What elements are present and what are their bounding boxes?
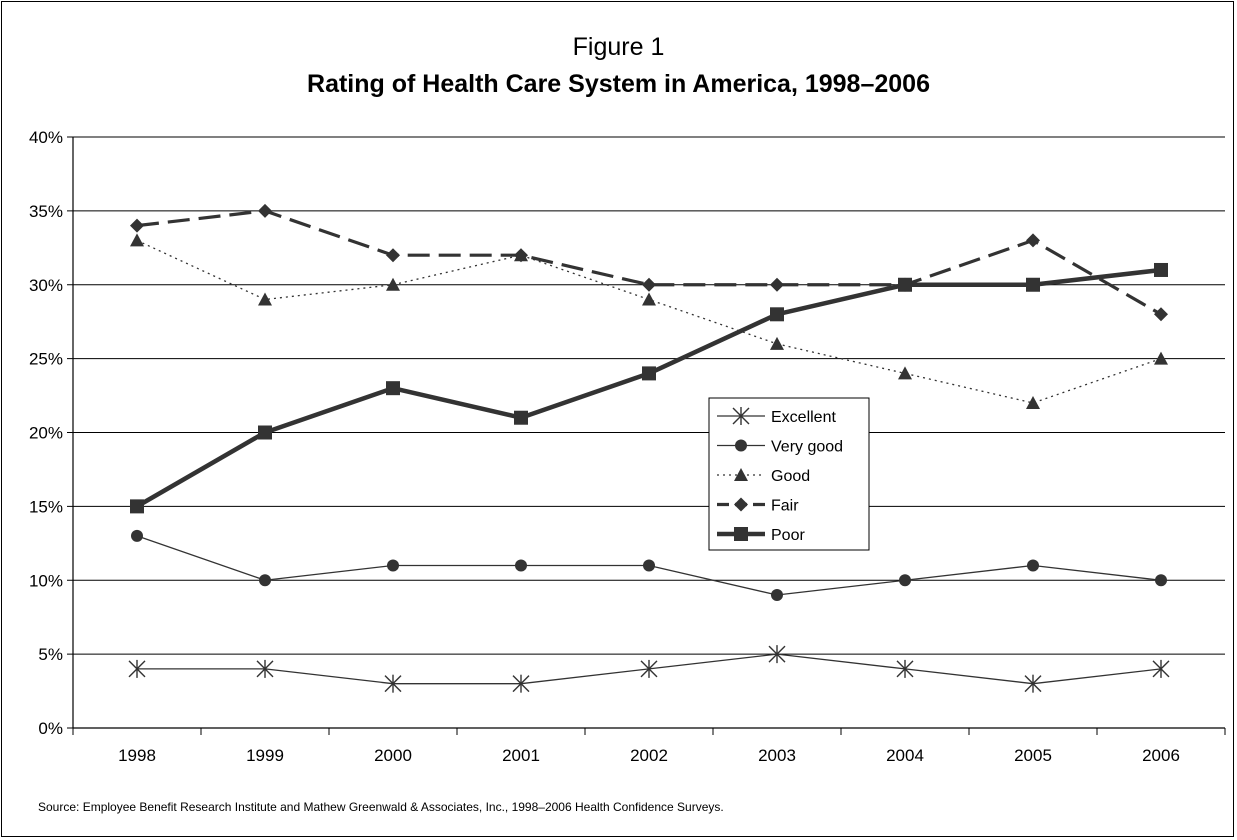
legend-label: Poor	[771, 527, 805, 544]
legend-label: Good	[771, 468, 810, 485]
legend-item-very-good: Very good	[717, 439, 843, 456]
series-excellent	[128, 645, 1170, 693]
series-layer	[128, 203, 1170, 693]
marker-triangle	[898, 366, 912, 380]
marker-asterisk	[768, 645, 786, 664]
y-tick-label: 20%	[29, 424, 63, 443]
y-tick-label: 5%	[38, 645, 63, 664]
x-tick-label: 1998	[118, 746, 156, 765]
legend-box	[708, 397, 870, 551]
marker-square	[898, 277, 912, 292]
y-tick-label: 25%	[29, 350, 63, 369]
marker-triangle	[1154, 351, 1168, 365]
marker-asterisk	[256, 659, 274, 678]
y-tick-label: 10%	[29, 571, 63, 590]
marker-square	[734, 527, 748, 541]
marker-square	[1026, 277, 1040, 292]
legend-item-poor: Poor	[717, 527, 805, 544]
y-tick-label: 40%	[29, 128, 63, 147]
marker-asterisk	[896, 659, 914, 678]
x-tick-label: 2000	[374, 746, 412, 765]
y-tick-label: 30%	[29, 276, 63, 295]
marker-diamond	[770, 277, 784, 292]
marker-diamond	[130, 218, 144, 233]
marker-square	[514, 410, 528, 425]
marker-triangle	[130, 233, 144, 247]
marker-square	[1154, 262, 1168, 277]
axes: 0% 5% 10% 15% 20% 25% 30% 35% 40% 1998 1999 2000 200…	[29, 128, 1226, 765]
marker-circle	[643, 559, 655, 572]
marker-circle	[1027, 559, 1039, 572]
series-very-good	[131, 529, 1167, 602]
legend-label: Excellent	[771, 409, 836, 426]
marker-diamond	[1154, 307, 1168, 322]
x-tick-label: 2003	[758, 746, 796, 765]
y-tick-label: 15%	[29, 497, 63, 516]
x-tick-label: 2004	[886, 746, 924, 765]
marker-square	[130, 499, 144, 514]
marker-square	[386, 381, 400, 396]
legend-item-good: Good	[717, 468, 810, 485]
marker-diamond	[386, 248, 400, 263]
marker-triangle	[1026, 395, 1040, 409]
marker-circle	[899, 574, 911, 587]
marker-circle	[515, 559, 527, 572]
marker-asterisk	[640, 659, 658, 678]
marker-square	[642, 366, 656, 381]
marker-triangle	[770, 336, 784, 350]
x-tick-label: 2005	[1014, 746, 1052, 765]
marker-square	[770, 307, 784, 322]
marker-asterisk	[512, 674, 530, 693]
marker-circle	[1155, 574, 1167, 587]
marker-circle	[131, 529, 143, 542]
legend-label: Very good	[771, 439, 843, 456]
source-note: Source: Employee Benefit Research Instit…	[38, 800, 724, 814]
figure-number: Figure 1	[572, 33, 665, 61]
legend-item-excellent: Excellent	[717, 407, 836, 426]
marker-triangle	[386, 277, 400, 291]
marker-diamond	[1026, 233, 1040, 248]
legend: Excellent Very good Good Fair Poor	[708, 397, 870, 551]
marker-diamond	[514, 248, 528, 263]
marker-circle	[735, 439, 747, 452]
series-line-fair	[136, 209, 1162, 316]
marker-circle	[259, 574, 271, 587]
marker-asterisk	[732, 407, 750, 425]
series-good	[130, 233, 1168, 409]
marker-diamond	[258, 203, 272, 218]
marker-asterisk	[384, 674, 402, 693]
series-fair	[130, 203, 1168, 322]
series-poor	[130, 262, 1168, 514]
marker-square	[258, 425, 272, 440]
x-tick-label: 2006	[1142, 746, 1180, 765]
marker-asterisk	[1024, 674, 1042, 693]
legend-label: Fair	[771, 498, 799, 515]
x-tick-label: 2002	[630, 746, 668, 765]
marker-triangle	[734, 468, 748, 481]
legend-item-fair: Fair	[717, 497, 799, 515]
marker-diamond	[734, 497, 748, 512]
marker-triangle	[642, 292, 656, 306]
y-tick-label: 0%	[38, 719, 63, 738]
marker-circle	[771, 589, 783, 602]
chart-title: Rating of Health Care System in America,…	[307, 70, 930, 98]
marker-asterisk	[1152, 659, 1170, 678]
marker-diamond	[642, 277, 656, 292]
x-tick-label: 1999	[246, 746, 284, 765]
marker-circle	[387, 559, 399, 572]
marker-asterisk	[128, 659, 146, 678]
x-tick-label: 2001	[502, 746, 540, 765]
y-tick-label: 35%	[29, 202, 63, 221]
marker-triangle	[258, 292, 272, 306]
